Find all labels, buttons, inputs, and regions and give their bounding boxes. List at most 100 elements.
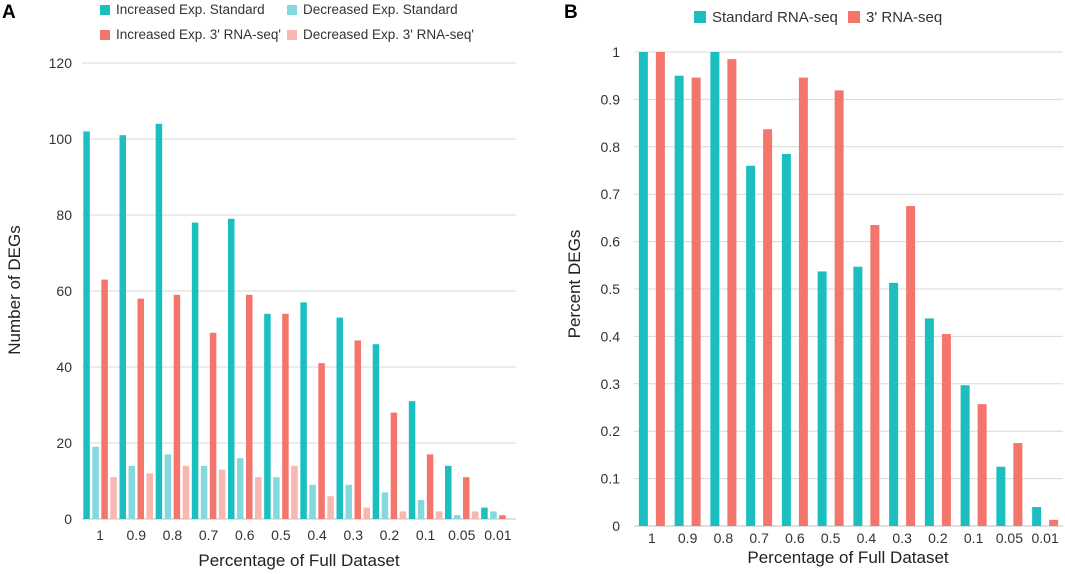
- panel-b-xtick-label: 0.3: [892, 530, 912, 546]
- panel-a-bar: [264, 313, 271, 519]
- panel-b-bar: [710, 52, 720, 526]
- panel-b-ytick-label: 0.9: [601, 91, 621, 107]
- panel-a-xtick-label: 0.8: [163, 527, 183, 543]
- panel-b-xtick-label: 0.01: [1032, 530, 1059, 546]
- panel-b-xtick-label: 0.1: [964, 530, 984, 546]
- panel-b-ytick-label: 0.6: [601, 234, 621, 250]
- panel-b-ytick-label: 0.8: [601, 139, 621, 155]
- panel-b-bar: [1013, 443, 1023, 526]
- panel-a-ytick-label: 60: [56, 283, 72, 299]
- panel-b-bar: [691, 77, 701, 526]
- panel-b-xlabel: Percentage of Full Dataset: [747, 548, 949, 567]
- panel-a-xtick-label: 0.7: [199, 527, 219, 543]
- panel-b-bar: [906, 206, 916, 527]
- panel-b-xtick-label: 0.8: [714, 530, 734, 546]
- panel-b-bar: [1049, 519, 1059, 526]
- panel-b-legend-swatch: [848, 11, 860, 23]
- panel-b-bar: [674, 75, 684, 526]
- panel-a-bar: [191, 222, 199, 519]
- panel-a-bar: [300, 302, 307, 519]
- panel-a-bar: [92, 446, 99, 519]
- panel-b-xtick-label: 0.5: [821, 530, 841, 546]
- panel-a-bar: [110, 477, 117, 519]
- panel-b-ytick-label: 1: [612, 44, 620, 60]
- panel-a-bar: [435, 511, 443, 519]
- panel-b-bar: [817, 271, 827, 526]
- panel-a-bar: [173, 294, 181, 519]
- panel-a-bar: [291, 465, 298, 519]
- panel-b-ytick-label: 0.1: [601, 471, 621, 487]
- panel-a-ylabel: Number of DEGs: [5, 225, 24, 354]
- panel-a-legend-label: Decreased Exp. 3' RNA-seq': [303, 27, 474, 42]
- panel-a-bar: [146, 473, 153, 519]
- panel-a-bar: [454, 515, 461, 519]
- panel-b-bar: [960, 385, 970, 526]
- panel-a-bar: [490, 511, 497, 519]
- panel-a-bar: [309, 484, 316, 519]
- panel-b-ytick-label: 0.7: [601, 186, 621, 202]
- panel-a-bar: [137, 298, 144, 519]
- panel-b-ytick-label: 0.3: [601, 376, 621, 392]
- panel-a-bar: [472, 511, 479, 519]
- panel-b-bar: [853, 266, 863, 526]
- panel-b-ylabel: Percent DEGs: [565, 230, 584, 339]
- panel-a-xtick-label: 0.2: [380, 527, 400, 543]
- panel-b-ytick-label: 0: [612, 518, 620, 534]
- panel-b-bar: [638, 52, 648, 526]
- panel-b-bar: [655, 52, 665, 526]
- panel-b-legend-label: Standard RNA-seq: [712, 9, 838, 26]
- panel-a-bar: [463, 477, 470, 519]
- panel-a-ytick-label: 100: [49, 131, 73, 147]
- panel-a-bar: [381, 492, 389, 519]
- panel-b-bar: [834, 90, 844, 527]
- panel-a-bar: [200, 465, 208, 519]
- panel-a-bar: [363, 507, 370, 519]
- panel-b-bar: [727, 59, 737, 527]
- panel-a-legend-swatch: [287, 30, 297, 40]
- panel-a-xtick-label: 0.05: [448, 527, 475, 543]
- panel-a-bar: [273, 477, 280, 519]
- panel-b-bar: [924, 318, 934, 526]
- panel-a-bar: [119, 135, 126, 519]
- panel-b-bar: [746, 165, 756, 526]
- panel-b-xtick-label: 0.4: [857, 530, 877, 546]
- panel-a-label: A: [2, 2, 16, 23]
- panel-a-legend-label: Decreased Exp. Standard: [303, 2, 458, 17]
- panel-a-ytick-label: 40: [56, 359, 72, 375]
- panel-a-bar: [336, 317, 343, 519]
- panel-a-bar: [218, 469, 226, 519]
- panel-a-bar: [209, 332, 217, 519]
- panel-a-bar: [390, 412, 398, 519]
- panel-a-ytick-label: 80: [56, 207, 72, 223]
- panel-b-xtick-label: 0.2: [928, 530, 948, 546]
- panel-a-xtick-label: 0.4: [307, 527, 327, 543]
- panel-a-xtick-label: 0.5: [271, 527, 291, 543]
- panel-a-bar: [499, 515, 506, 519]
- panel-a-bar: [237, 458, 244, 519]
- panel-b-legend-label: 3' RNA-seq: [866, 9, 942, 26]
- panel-a-legend-swatch: [100, 5, 110, 15]
- panel-a-bar: [417, 500, 425, 519]
- panel-a-bar: [354, 340, 361, 519]
- panel-b-ytick-label: 0.4: [601, 328, 621, 344]
- panel-a-xtick-label: 0.3: [344, 527, 364, 543]
- panel-a-bar: [408, 401, 416, 519]
- panel-a-bar: [164, 454, 172, 519]
- panel-a-bar: [426, 454, 434, 519]
- panel-b-bar: [763, 129, 773, 526]
- panel-b-xtick-label: 0.7: [749, 530, 769, 546]
- panel-b-legend-swatch: [694, 11, 706, 23]
- panel-a-legend-swatch: [287, 5, 297, 15]
- panel-a-bar: [182, 465, 190, 519]
- panel-b-bar: [1032, 507, 1042, 526]
- panel-a-bar: [128, 465, 135, 519]
- panel-b-ytick-label: 0.2: [601, 423, 621, 439]
- panel-b-label: B: [564, 2, 578, 23]
- panel-a-bar: [282, 313, 289, 519]
- panel-a-xtick-label: 0.9: [127, 527, 147, 543]
- panel-a-bar: [372, 344, 380, 519]
- panel-a-bar: [246, 294, 253, 519]
- panel-a-legend-swatch: [100, 30, 110, 40]
- panel-a-bar: [481, 507, 488, 519]
